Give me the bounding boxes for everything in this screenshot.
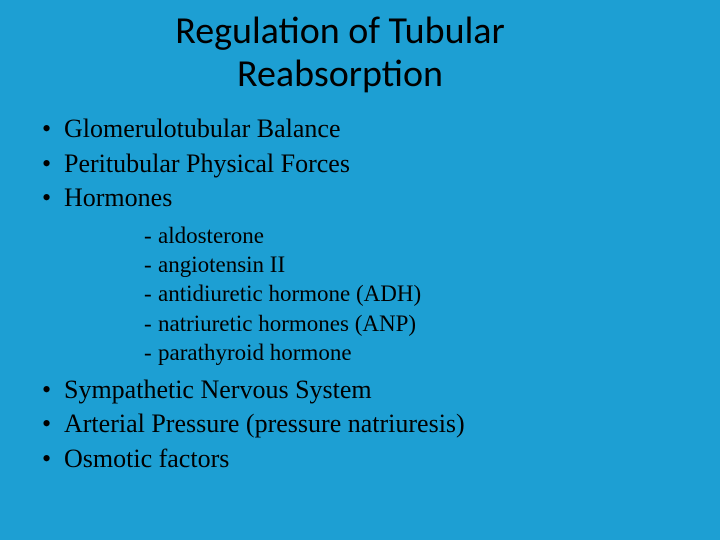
sublist-item: aldosterone	[144, 221, 680, 250]
bullet-item: Hormones aldosterone angiotensin II anti…	[40, 182, 680, 368]
bullet-text: Arterial Pressure (pressure natriuresis)	[64, 409, 465, 438]
bullet-text: Peritubular Physical Forces	[64, 149, 350, 178]
sublist-item: parathyroid hormone	[144, 338, 680, 367]
bullet-text: Osmotic factors	[64, 444, 229, 473]
bullet-item: Peritubular Physical Forces	[40, 148, 680, 181]
sublist-text: antidiuretic hormone (ADH)	[158, 281, 421, 306]
sublist-text: parathyroid hormone	[158, 340, 352, 365]
bullet-item: Osmotic factors	[40, 443, 680, 476]
bullet-item: Arterial Pressure (pressure natriuresis)	[40, 408, 680, 441]
slide-title: Regulation of Tubular Reabsorption	[40, 10, 680, 95]
hormones-sublist: aldosterone angiotensin II antidiuretic …	[144, 221, 680, 368]
bullet-text: Glomerulotubular Balance	[64, 114, 341, 143]
slide: Regulation of Tubular Reabsorption Glome…	[0, 0, 720, 540]
sublist-text: angiotensin II	[158, 252, 285, 277]
bullet-text: Sympathetic Nervous System	[64, 375, 372, 404]
bullet-list: Glomerulotubular Balance Peritubular Phy…	[40, 113, 680, 475]
sublist-item: angiotensin II	[144, 250, 680, 279]
bullet-item: Glomerulotubular Balance	[40, 113, 680, 146]
sublist-text: aldosterone	[158, 223, 264, 248]
bullet-text: Hormones	[64, 183, 172, 212]
sublist-text: natriuretic hormones (ANP)	[158, 311, 416, 336]
sublist-item: natriuretic hormones (ANP)	[144, 309, 680, 338]
bullet-item: Sympathetic Nervous System	[40, 374, 680, 407]
sublist-item: antidiuretic hormone (ADH)	[144, 279, 680, 308]
